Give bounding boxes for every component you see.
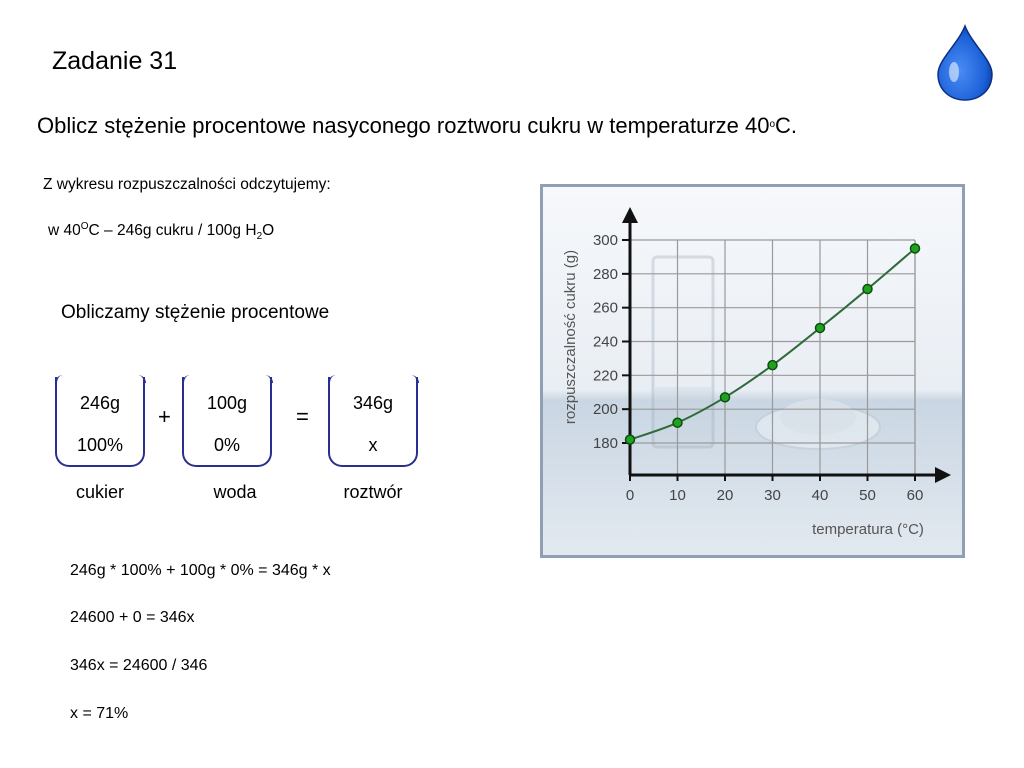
readout-prefix: w 40 [48, 222, 81, 239]
y-tick-label: 200 [593, 401, 618, 418]
solubility-points [624, 243, 921, 445]
x-tick-label: 10 [669, 487, 686, 504]
water-mass: 100g [206, 393, 248, 413]
label-woda: woda [213, 482, 257, 502]
x-tick-label: 30 [764, 487, 781, 504]
task-end: C. [775, 113, 798, 138]
solution-box: 346g x [327, 375, 419, 467]
beaker-illustration [651, 255, 881, 450]
y-tick-label: 260 [593, 300, 618, 317]
x-tick-label: 20 [717, 487, 734, 504]
water-drop-icon [937, 24, 993, 101]
data-point [862, 283, 873, 295]
readout-subscript: 2 [256, 231, 263, 242]
sugar-box: 246g 100% [54, 375, 146, 467]
data-point [767, 359, 778, 371]
equation-1: 246g * 100% + 100g * 0% = 346g * x [70, 562, 331, 579]
chart-grid [630, 239, 916, 475]
y-tick-label: 280 [593, 266, 618, 283]
equals-sign: = [296, 404, 309, 429]
plus-sign: + [158, 404, 171, 429]
x-tick-label: 60 [907, 487, 924, 504]
chart-frame: 0 10 20 30 40 50 60 180 200 220 240 260 280 300 rozpu… [540, 184, 965, 558]
data-point [672, 417, 683, 428]
x-tick-label: 40 [812, 487, 829, 504]
slide-title: Zadanie 31 [52, 47, 178, 75]
y-tick-label: 300 [593, 232, 618, 249]
readout-mid: C – 246g cukru / 100g H [88, 222, 257, 239]
data-point [909, 243, 921, 254]
data-point [624, 434, 636, 445]
readout-value: w 40OC – 246g cukru / 100g H2O [48, 221, 275, 242]
data-point [719, 392, 731, 403]
equation-2: 24600 + 0 = 346x [70, 609, 195, 626]
label-cukier: cukier [75, 482, 124, 502]
solution-percent: x [368, 435, 378, 455]
y-tick-label: 240 [593, 334, 618, 351]
x-axis-label: temperatura (°C) [812, 521, 924, 538]
chart-axes [622, 207, 951, 483]
x-axis-arrow [935, 467, 951, 483]
solution-mass: 346g [352, 393, 394, 413]
y-axis-label: rozpuszczalność cukru (g) [562, 250, 579, 424]
y-tick-label: 220 [593, 367, 618, 384]
sugar-percent: 100% [76, 435, 124, 455]
water-percent: 0% [213, 435, 240, 455]
label-roztwor: roztwór [343, 482, 403, 502]
equation-3: 346x = 24600 / 346 [70, 657, 208, 674]
readout-degree-sup: O [80, 221, 89, 232]
data-point [814, 322, 826, 334]
sugar-mass: 246g [79, 393, 121, 413]
water-box: 100g 0% [181, 375, 273, 467]
chart-tick-labels: 0 10 20 30 40 50 60 180 200 220 240 260 280 300 [593, 232, 923, 504]
task-text: Oblicz stężenie procentowe nasyconego ro… [37, 113, 797, 139]
x-tick-label: 0 [626, 487, 634, 504]
task-degree-sup: o [769, 119, 776, 130]
x-tick-label: 50 [859, 487, 876, 504]
solubility-chart: 0 10 20 30 40 50 60 180 200 220 240 260 280 300 rozpu… [543, 187, 962, 555]
calc-title: Obliczamy stężenie procentowe [61, 302, 330, 323]
y-tick-label: 180 [593, 435, 618, 452]
chart-background [543, 187, 962, 555]
task-main: Oblicz stężenie procentowe nasyconego ro… [37, 113, 770, 138]
readout-end: O [262, 222, 275, 239]
readout-intro: Z wykresu rozpuszczalności odczytujemy: [43, 176, 331, 193]
equation-4: x = 71% [70, 705, 129, 722]
y-axis-arrow [622, 207, 638, 223]
